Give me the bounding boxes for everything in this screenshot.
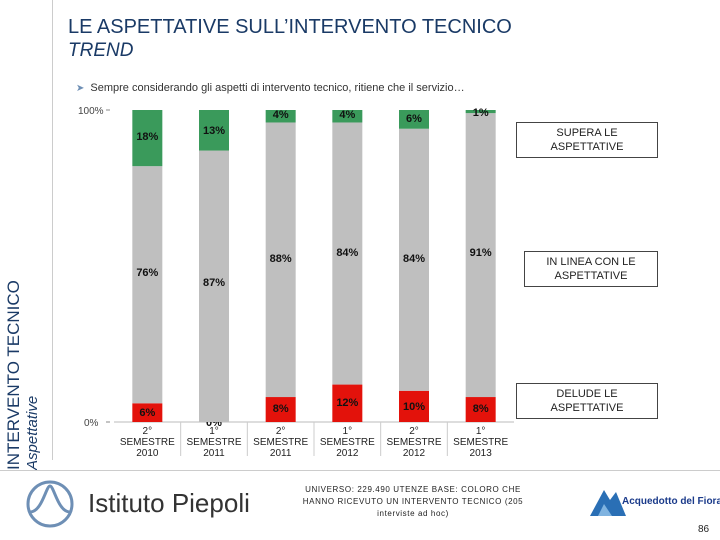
data-label: 13% <box>203 125 225 137</box>
bar-segment <box>265 122 296 398</box>
mountain-logo-icon <box>590 490 626 516</box>
x-tick-label: 2012 <box>336 448 359 459</box>
x-tick-label: 2012 <box>403 448 426 459</box>
x-tick-label: SEMESTRE <box>320 437 375 448</box>
x-tick-label: SEMESTRE <box>453 437 508 448</box>
legend-supera-label: SUPERA LE ASPETTATIVE <box>550 127 624 153</box>
bar-segment <box>132 166 163 404</box>
legend-delude: DELUDE LE ASPETTATIVE <box>516 383 658 419</box>
data-label: 8% <box>473 403 489 415</box>
x-tick-label: 1° <box>209 426 219 437</box>
page-number: 86 <box>698 524 710 535</box>
bar-segment <box>465 397 496 422</box>
data-label: 84% <box>336 247 358 259</box>
bar-segment <box>399 110 429 129</box>
data-label: 4% <box>339 109 355 121</box>
data-label: 8% <box>273 403 289 415</box>
x-tick-label: SEMESTRE <box>253 437 308 448</box>
x-tick-label: 2° <box>143 426 153 437</box>
legend-in-linea-label: IN LINEA CON LE ASPETTATIVE <box>546 256 636 282</box>
bar-segment <box>132 110 163 167</box>
bar-segment <box>265 110 296 123</box>
data-label: 87% <box>203 277 225 289</box>
bar-segment <box>399 128 429 391</box>
data-label: 1% <box>473 107 489 119</box>
footer-divider <box>0 470 720 471</box>
x-tick-label: 2011 <box>270 448 292 459</box>
x-tick-label: 1° <box>476 426 486 437</box>
y-tick-label: 0% <box>84 418 99 429</box>
sidebar-subtitle: Aspettative <box>24 395 41 470</box>
data-label: 12% <box>336 397 358 409</box>
x-tick-label: 2013 <box>470 448 493 459</box>
data-label: 10% <box>403 401 425 413</box>
bar-segment <box>332 122 363 385</box>
data-label: 91% <box>470 247 492 259</box>
x-tick-label: SEMESTRE <box>386 437 441 448</box>
x-tick-label: SEMESTRE <box>120 437 175 448</box>
page-subtitle: TREND <box>68 40 134 61</box>
question-line: ➤ Sempre considerando gli aspetti di inte… <box>76 82 465 94</box>
footnote: UNIVERSO: 229.490 UTENZE BASE: COLORO CH… <box>302 485 524 518</box>
chart-area: 0% 100% 6% 76% 18% 2° SEMESTRE 2010 0% 87% 13% 1° SE… <box>70 100 530 470</box>
data-label: 6% <box>406 113 422 125</box>
x-tick-label: 1° <box>343 426 353 437</box>
x-tick-label: 2° <box>276 426 286 437</box>
data-label: 88% <box>270 253 292 265</box>
legend-in-linea: IN LINEA CON LE ASPETTATIVE <box>524 251 658 287</box>
question-text: Sempre considerando gli aspetti di inter… <box>90 82 465 94</box>
bar-segment <box>399 390 429 422</box>
sidebar: INTERVENTO TECNICO Aspettative <box>0 0 53 540</box>
data-label: 4% <box>273 109 289 121</box>
x-tick-label: 2° <box>409 426 419 437</box>
data-label: 6% <box>139 407 155 419</box>
bar-segment <box>332 110 363 123</box>
bar-segment <box>465 113 496 398</box>
data-label: 18% <box>136 131 158 143</box>
bar-segment <box>199 150 229 422</box>
bar-segment <box>265 397 296 422</box>
piepoli-logo: Istituto Piepoli <box>20 476 270 532</box>
arrow-bullet-icon: ➤ <box>76 83 85 94</box>
bar-segment <box>132 403 163 422</box>
page-title: LE ASPETTATIVE SULL’INTERVENTO TECNICO <box>68 16 512 38</box>
x-tick-label: 2011 <box>203 448 225 459</box>
bar-segment <box>332 384 363 422</box>
sidebar-text: INTERVENTO TECNICO Aspettative <box>4 250 50 470</box>
data-label: 84% <box>403 253 425 265</box>
piepoli-logo-icon <box>26 480 74 528</box>
legend-delude-label: DELUDE LE ASPETTATIVE <box>550 388 624 414</box>
y-tick-label: 100% <box>78 106 104 117</box>
brand-text: Acquedotto del Fiora <box>622 496 720 507</box>
sidebar-band <box>0 0 53 460</box>
logo-text: Istituto Piepoli <box>88 488 250 518</box>
brand-logo: Acquedotto del Fiora <box>588 484 720 524</box>
x-tick-label: 2010 <box>136 448 159 459</box>
bar-segment <box>199 110 229 151</box>
stacked-bar-chart: 0%100%6%76%18%2°SEMESTRE20100%87%13%1°SE… <box>78 106 514 459</box>
bar-segment <box>465 110 496 114</box>
sidebar-title: INTERVENTO TECNICO <box>4 280 23 470</box>
x-tick-label: SEMESTRE <box>186 437 241 448</box>
legend-supera: SUPERA LE ASPETTATIVE <box>516 122 658 158</box>
data-label: 76% <box>136 267 158 279</box>
